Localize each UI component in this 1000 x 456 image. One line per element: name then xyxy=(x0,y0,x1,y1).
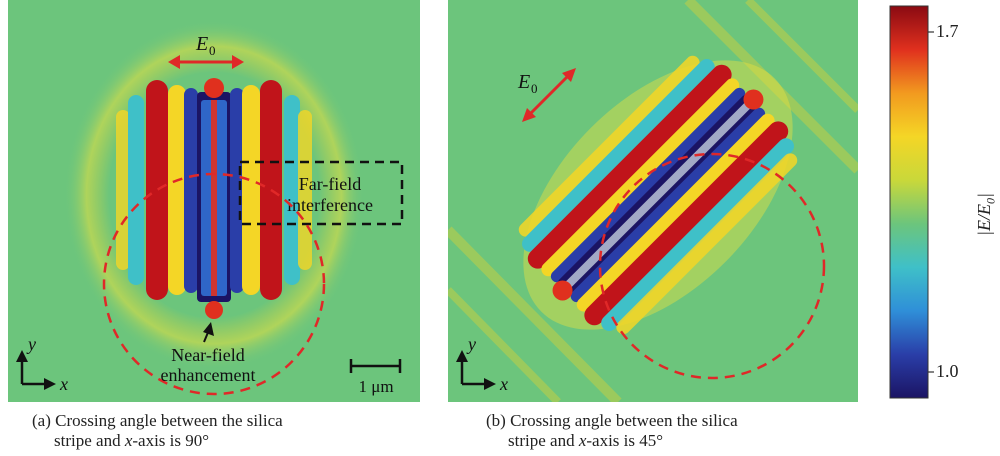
colorbar: 1.7 1.0 |E/E0| xyxy=(880,0,1000,400)
near-field-pointer xyxy=(203,322,214,343)
e0-label: E xyxy=(517,71,530,93)
caption-b-line1: (b) Crossing angle between the silica xyxy=(486,411,738,430)
scale-bar-label: 1 μm xyxy=(358,377,393,396)
axis-x-label: x xyxy=(59,374,68,394)
axes-icon xyxy=(456,350,496,390)
background-ripples xyxy=(448,0,858,402)
scale-bar xyxy=(349,359,402,373)
panel-a-field-map: E 0 Far-field interference Near-field en… xyxy=(8,0,420,402)
e0-arrow xyxy=(168,55,244,69)
fringe-stripes xyxy=(116,78,312,319)
far-field-label-line2: interference xyxy=(287,195,373,215)
colorbar-max-label: 1.7 xyxy=(936,21,959,41)
far-field-box xyxy=(238,160,404,226)
colorbar-gradient xyxy=(889,5,929,399)
caption-a-line2: stripe and x-axis is 90° xyxy=(54,431,210,450)
near-field-label-line1: Near-field xyxy=(171,345,245,365)
axis-x-label: x xyxy=(499,374,508,394)
colorbar-title: |E/E0| xyxy=(974,193,998,236)
near-field-label-line2: enhancement xyxy=(161,365,256,385)
caption-b: (b) Crossing angle between the silica st… xyxy=(486,411,738,451)
caption-b-line2: stripe and x-axis is 45° xyxy=(508,431,664,450)
e0-label: E xyxy=(195,33,208,55)
colorbar-min-label: 1.0 xyxy=(936,361,959,381)
colorbar-graphic xyxy=(889,5,934,399)
axis-y-label: y xyxy=(26,334,36,354)
panel-b-field-map: E 0 y x xyxy=(448,0,858,402)
axis-y-label: y xyxy=(466,334,476,354)
axes-icon xyxy=(16,350,56,390)
fringe-stripes xyxy=(518,55,798,335)
near-field-circle xyxy=(102,172,326,396)
panel-a: E 0 Far-field interference Near-field en… xyxy=(8,0,420,402)
near-field-circle xyxy=(598,152,826,380)
e0-subscript: 0 xyxy=(209,43,216,58)
far-field-label-line1: Far-field xyxy=(299,174,362,194)
e0-subscript: 0 xyxy=(531,81,538,96)
caption-a: (a) Crossing angle between the silica st… xyxy=(32,411,283,451)
caption-a-line1: (a) Crossing angle between the silica xyxy=(32,411,283,430)
panel-b: E 0 y x xyxy=(448,0,858,402)
e0-arrow xyxy=(522,68,576,122)
